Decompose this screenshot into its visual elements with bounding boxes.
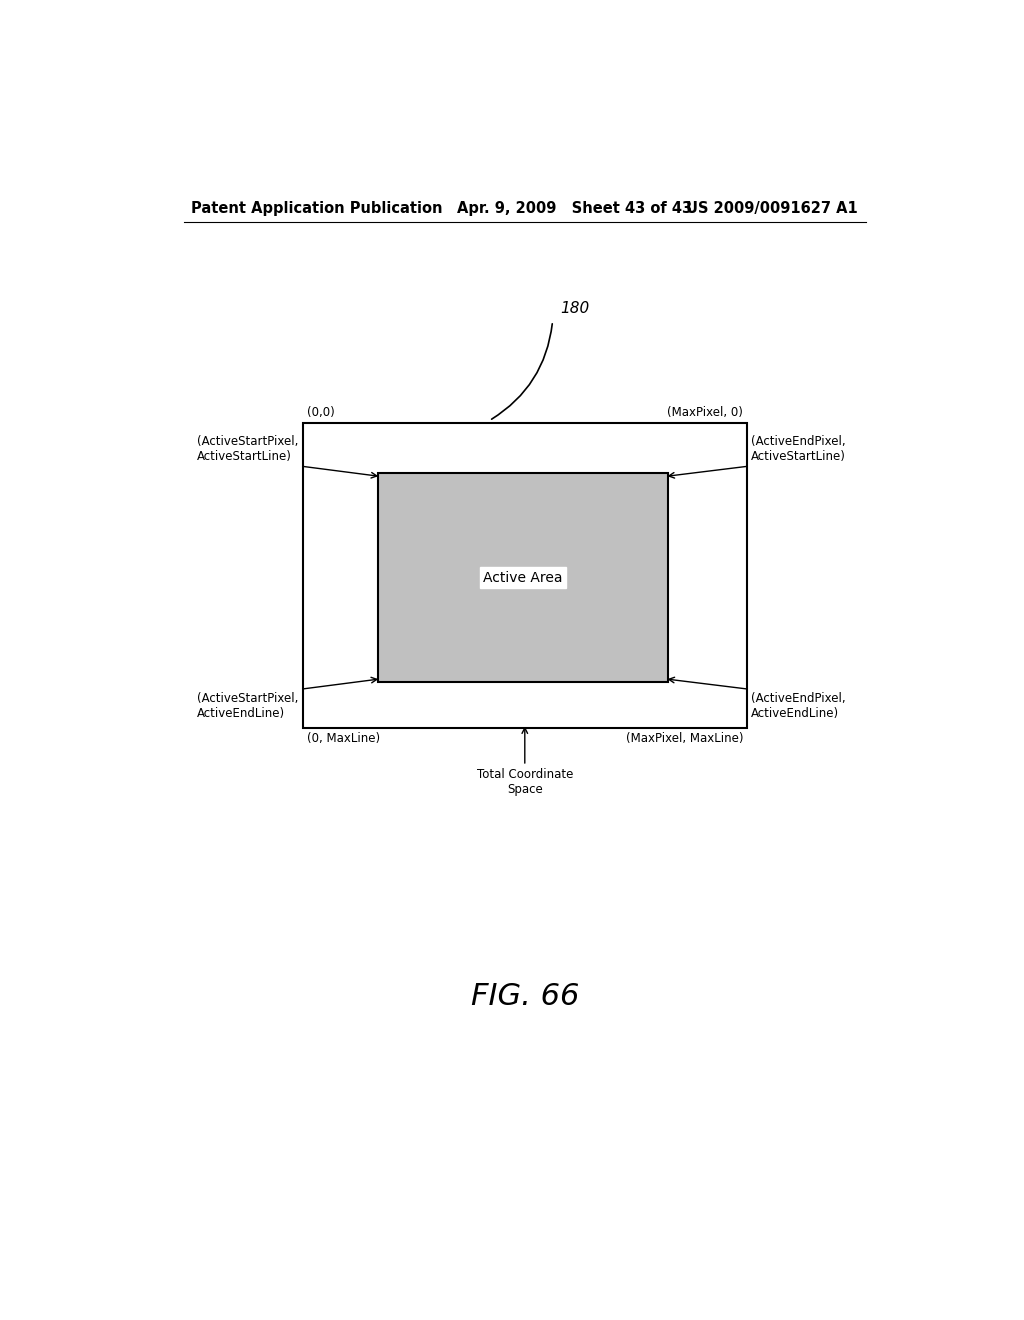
Text: US 2009/0091627 A1: US 2009/0091627 A1 bbox=[686, 201, 858, 216]
Text: 180: 180 bbox=[560, 301, 590, 315]
Text: Total Coordinate
Space: Total Coordinate Space bbox=[476, 768, 573, 796]
Bar bbox=[378, 474, 668, 682]
Text: (MaxPixel, MaxLine): (MaxPixel, MaxLine) bbox=[626, 731, 743, 744]
Text: (MaxPixel, 0): (MaxPixel, 0) bbox=[668, 405, 743, 418]
Text: Apr. 9, 2009   Sheet 43 of 43: Apr. 9, 2009 Sheet 43 of 43 bbox=[458, 201, 692, 216]
Text: Active Area: Active Area bbox=[483, 570, 562, 585]
Text: (ActiveStartPixel,
ActiveEndLine): (ActiveStartPixel, ActiveEndLine) bbox=[198, 692, 299, 719]
Text: (ActiveEndPixel,
ActiveEndLine): (ActiveEndPixel, ActiveEndLine) bbox=[751, 692, 846, 719]
Text: (ActiveStartPixel,
ActiveStartLine): (ActiveStartPixel, ActiveStartLine) bbox=[198, 436, 299, 463]
Text: Patent Application Publication: Patent Application Publication bbox=[191, 201, 443, 216]
Bar bbox=[303, 422, 748, 727]
Text: (ActiveEndPixel,
ActiveStartLine): (ActiveEndPixel, ActiveStartLine) bbox=[751, 436, 846, 463]
Text: (0, MaxLine): (0, MaxLine) bbox=[306, 731, 380, 744]
Text: FIG. 66: FIG. 66 bbox=[471, 982, 579, 1011]
Text: (0,0): (0,0) bbox=[306, 405, 334, 418]
